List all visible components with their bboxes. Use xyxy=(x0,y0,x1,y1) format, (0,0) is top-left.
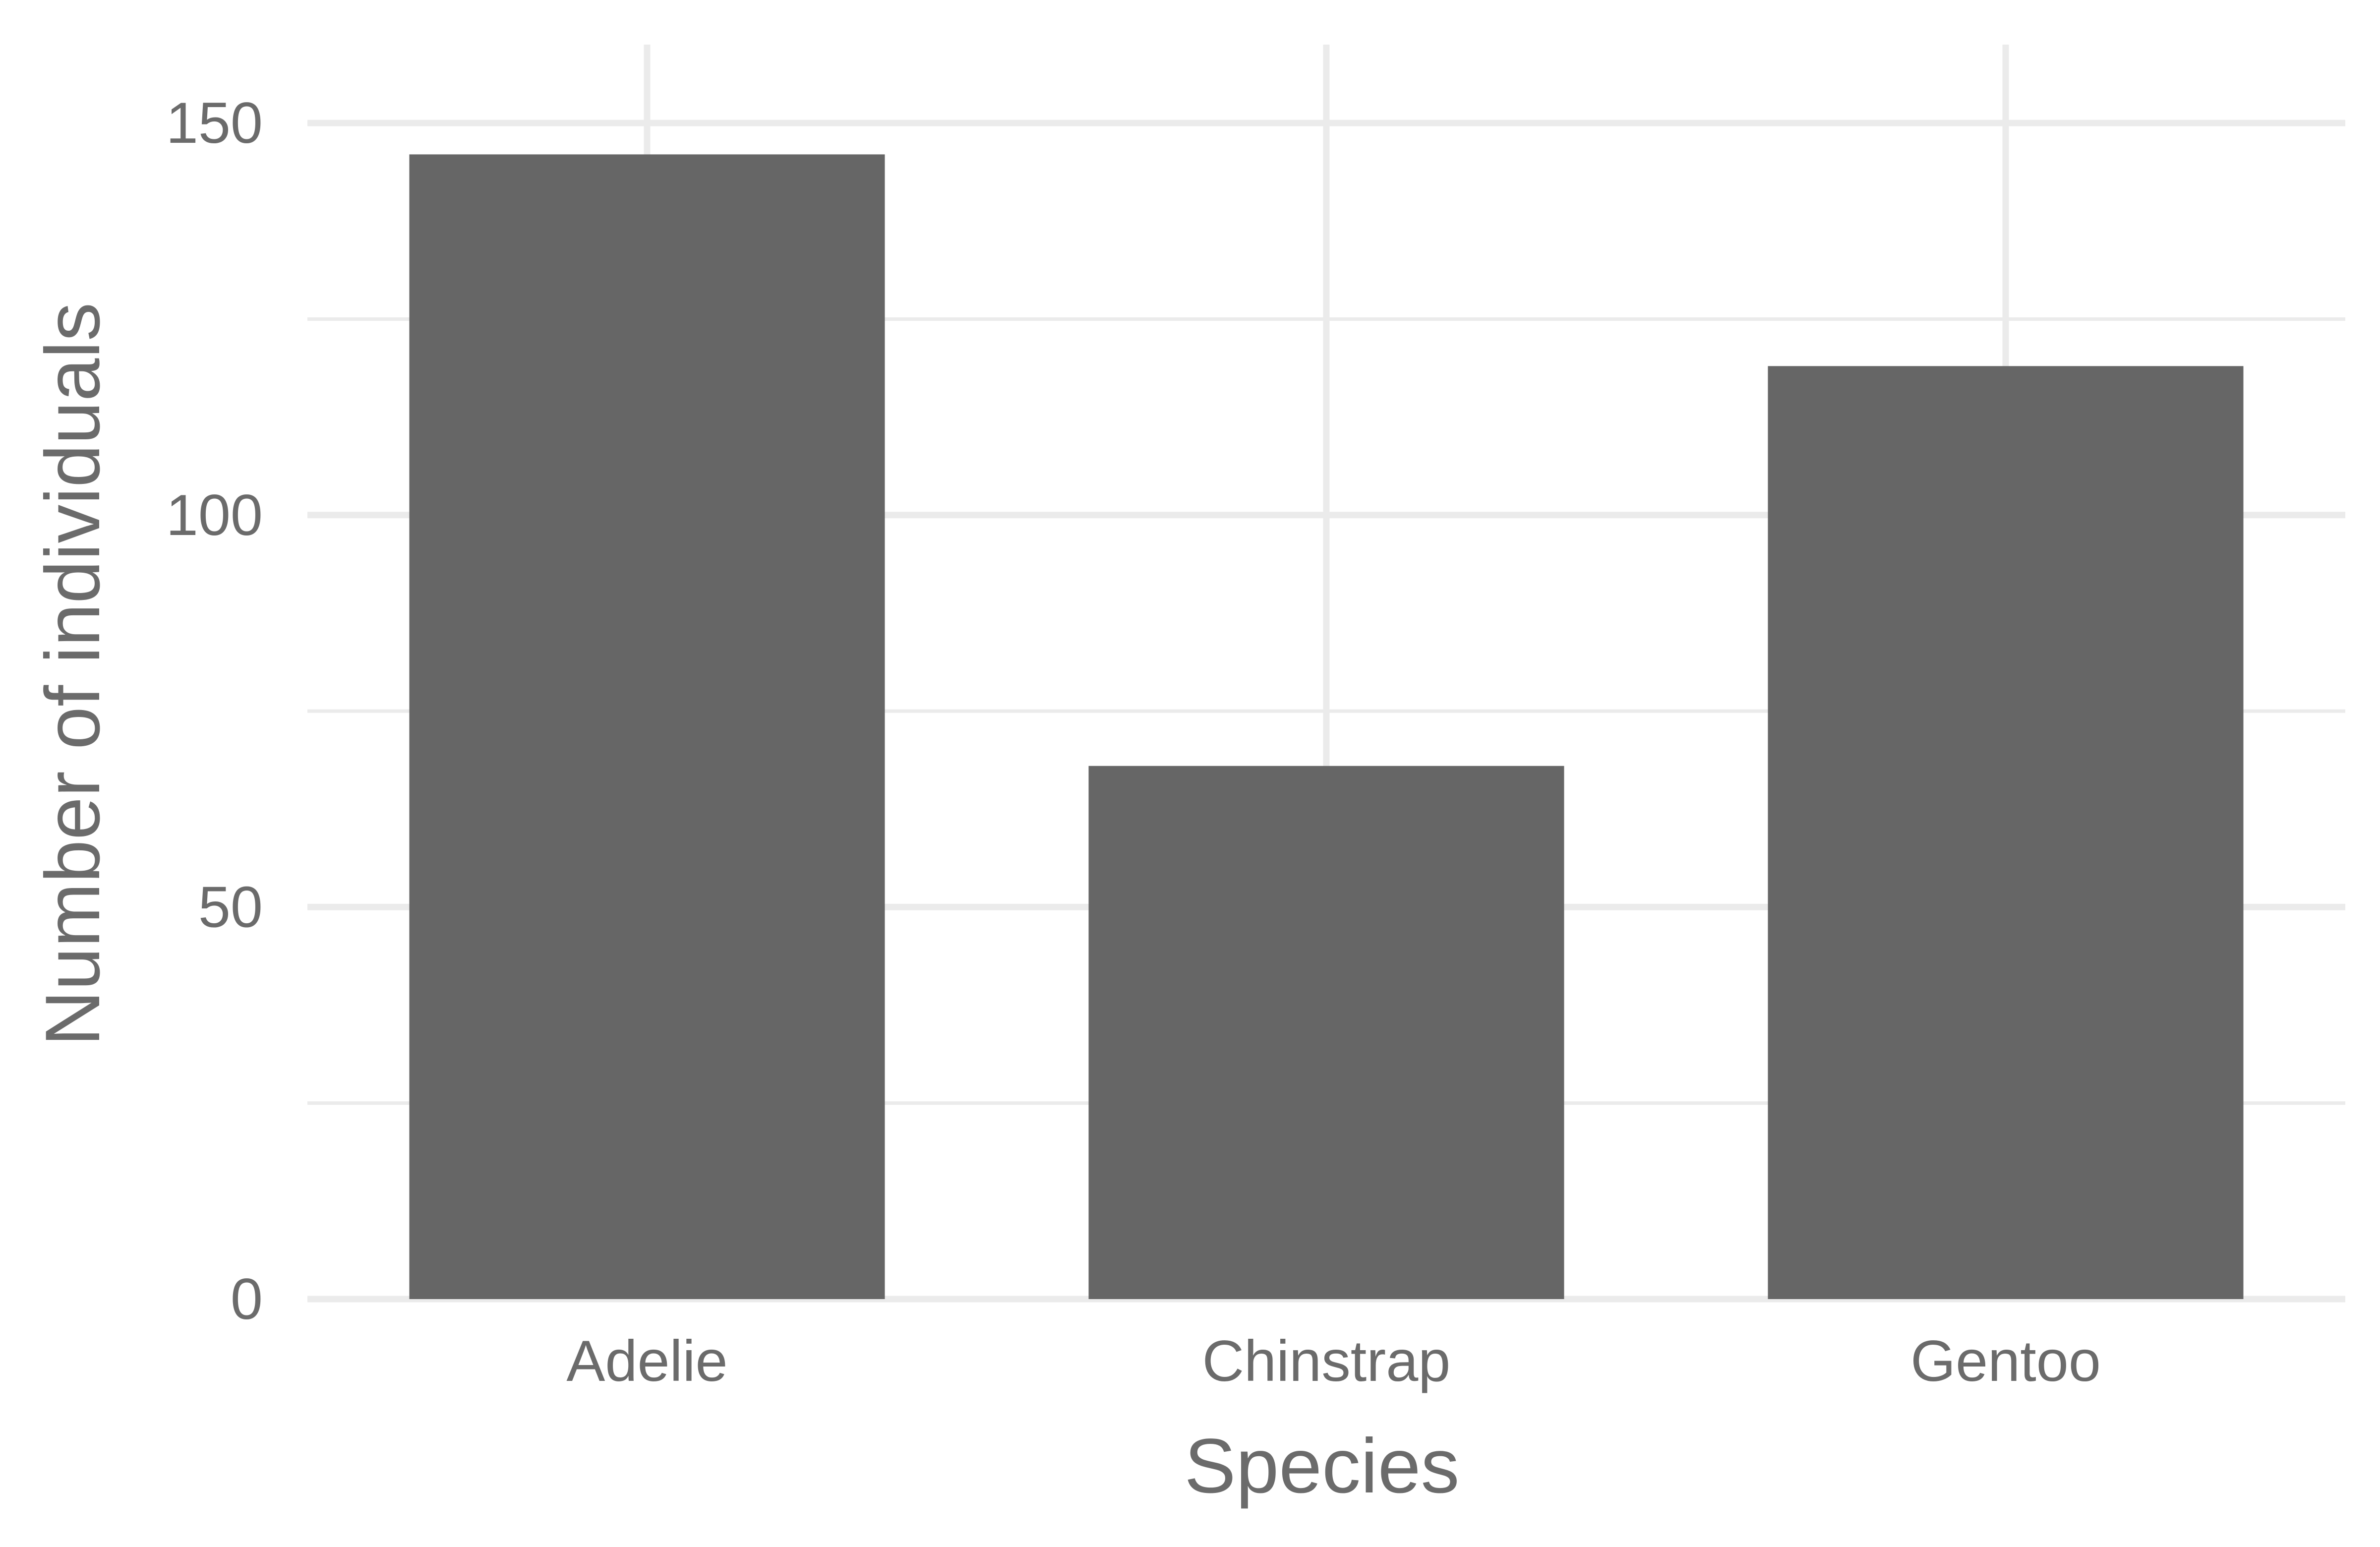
x-tick-label: Adelie xyxy=(566,1328,727,1393)
x-tick-label: Gentoo xyxy=(1910,1328,2101,1393)
bars xyxy=(409,154,2244,1299)
y-tick-label: 0 xyxy=(231,1266,263,1331)
bar-adelie xyxy=(409,154,885,1299)
bar-chinstrap xyxy=(1088,766,1564,1299)
y-tick-label: 150 xyxy=(166,90,263,155)
bar-gentoo xyxy=(1768,366,2244,1299)
y-axis-title: Number of individuals xyxy=(30,302,116,1046)
tick-labels: 0 50 100 150 Adelie Chinstrap Gentoo xyxy=(166,90,2101,1393)
x-axis-title: Species xyxy=(1185,1423,1460,1509)
x-tick-label: Chinstrap xyxy=(1202,1328,1451,1393)
y-tick-label: 100 xyxy=(166,482,263,547)
y-tick-label: 50 xyxy=(198,874,263,939)
